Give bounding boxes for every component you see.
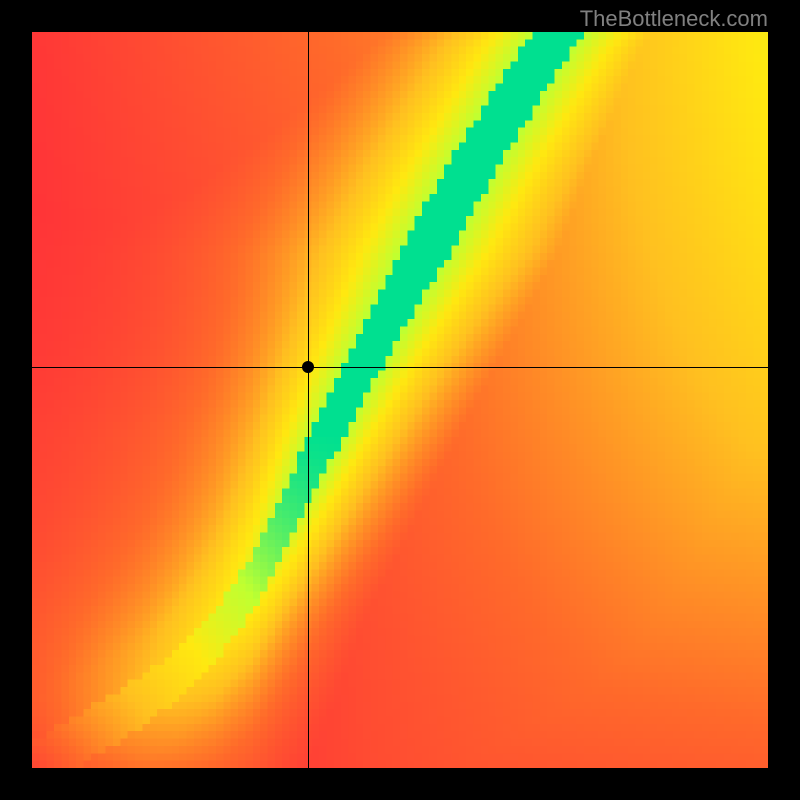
- heatmap-plot: [32, 32, 768, 768]
- watermark-text: TheBottleneck.com: [580, 6, 768, 32]
- marker-dot: [302, 361, 314, 373]
- heatmap-canvas: [32, 32, 768, 768]
- crosshair-vertical: [308, 32, 309, 768]
- crosshair-horizontal: [32, 367, 768, 368]
